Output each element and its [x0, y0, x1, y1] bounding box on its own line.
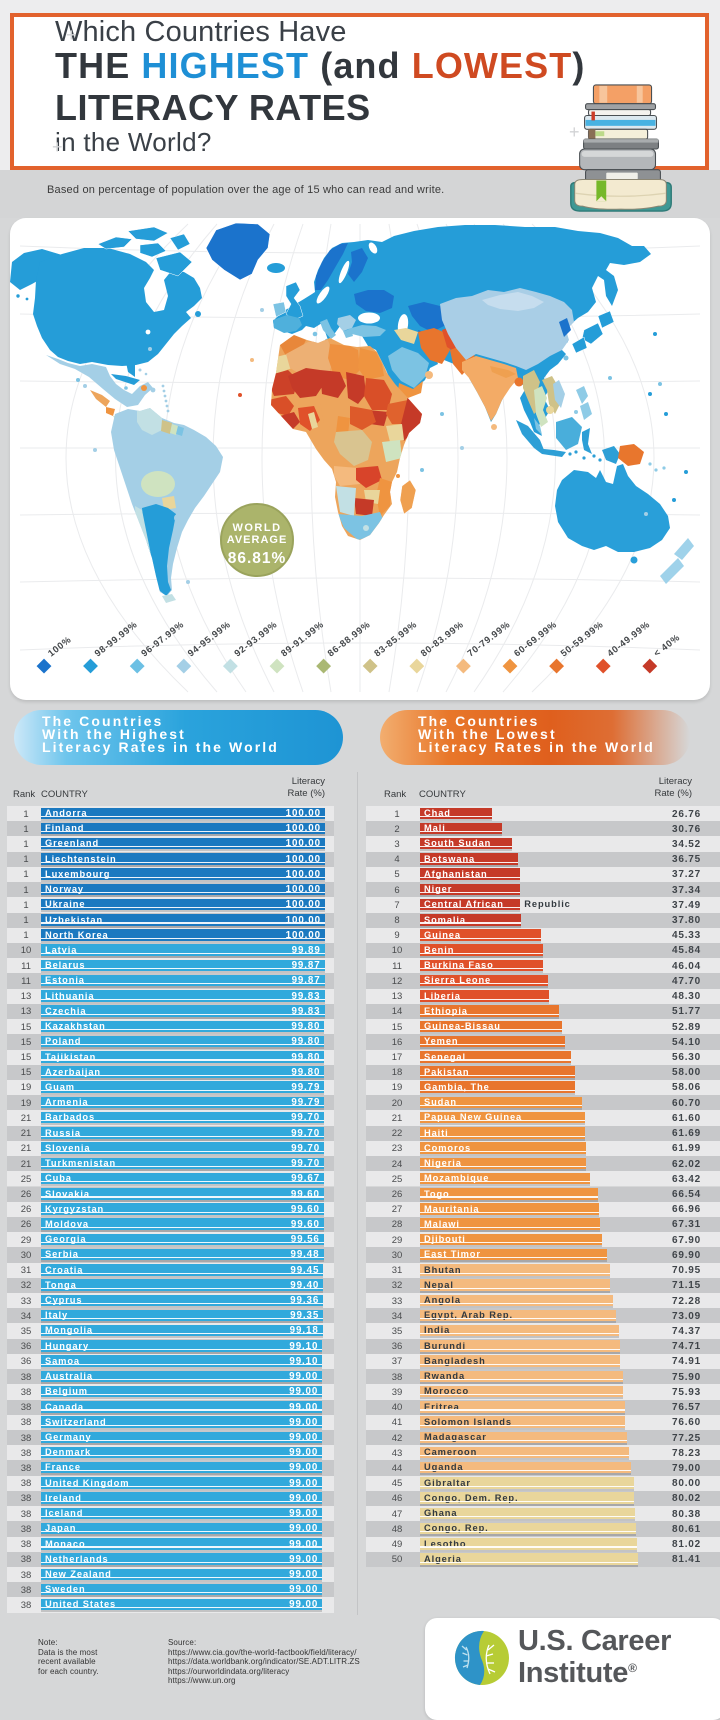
svg-text:40-49.99%: 40-49.99%	[605, 619, 652, 658]
svg-text:70-79.99%: 70-79.99%	[465, 619, 512, 658]
svg-text:< 40%: < 40%	[652, 632, 682, 658]
svg-text:60-69.99%: 60-69.99%	[512, 619, 559, 658]
svg-text:86.81%: 86.81%	[228, 550, 287, 567]
svg-text:98-99.99%: 98-99.99%	[93, 619, 140, 658]
svg-text:80-83.99%: 80-83.99%	[419, 619, 466, 658]
svg-text:96-97.99%: 96-97.99%	[139, 619, 186, 658]
svg-text:WORLD: WORLD	[232, 522, 281, 534]
svg-text:94-95.99%: 94-95.99%	[186, 619, 233, 658]
svg-text:92-93.99%: 92-93.99%	[232, 619, 279, 658]
svg-text:86-88.99%: 86-88.99%	[326, 619, 373, 658]
svg-text:50-59.99%: 50-59.99%	[559, 619, 606, 658]
svg-text:AVERAGE: AVERAGE	[227, 534, 288, 546]
svg-text:100%: 100%	[46, 634, 73, 658]
